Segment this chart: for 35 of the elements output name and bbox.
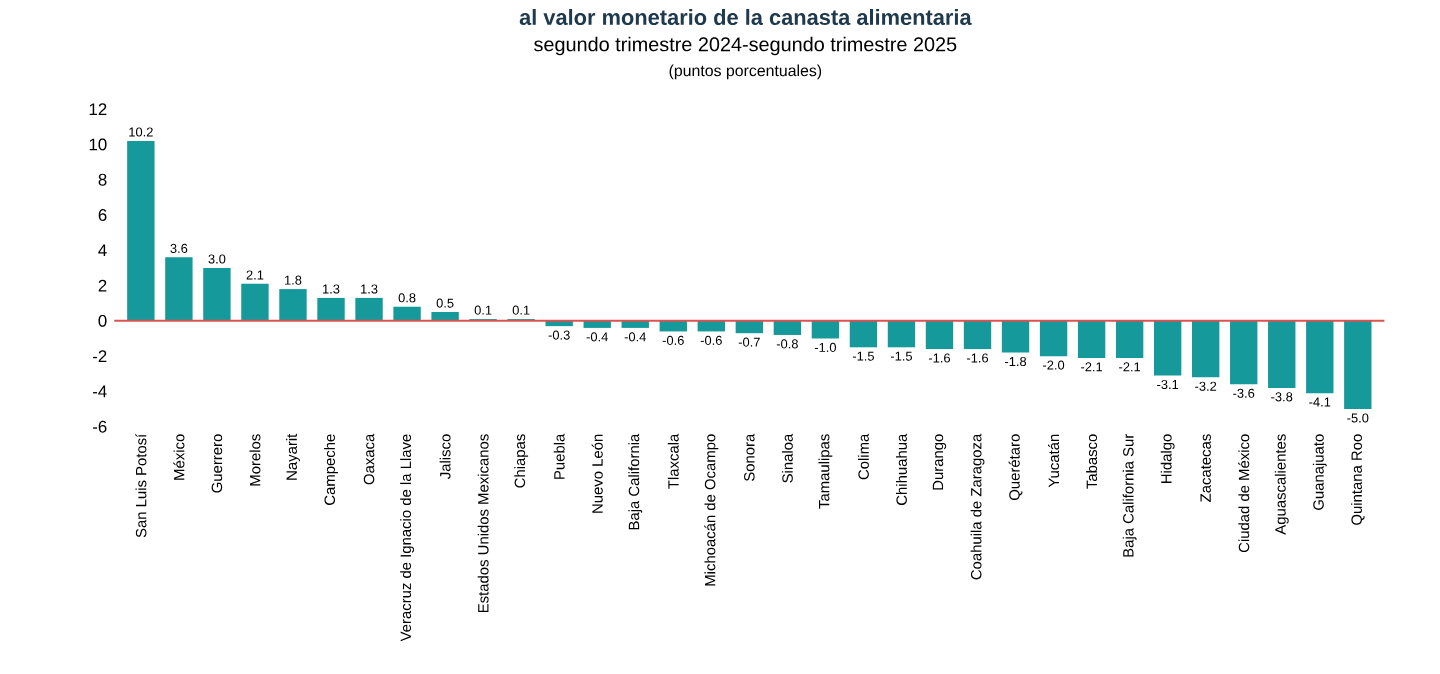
- bar: [1077, 320, 1106, 358]
- bar: [1039, 320, 1068, 356]
- y-tick-label: 12: [89, 102, 107, 115]
- chart-title: al valor monetario de la canasta alimentaria: [519, 8, 972, 25]
- bar: [1192, 320, 1220, 377]
- y-tick-label: 2: [98, 279, 107, 292]
- bar: [355, 297, 383, 321]
- bar: [887, 320, 916, 347]
- bar: [431, 311, 459, 321]
- y-tick-label: -6: [92, 420, 107, 433]
- bar: [1001, 320, 1030, 353]
- bar: [849, 320, 878, 347]
- chart-subtitle: segundo trimestre 2024-segundo trimestre 2025: [534, 36, 957, 55]
- bar: [317, 297, 345, 321]
- bar: [1268, 320, 1296, 388]
- bar: [925, 320, 954, 349]
- bar: [279, 288, 307, 321]
- y-tick-label: -4: [92, 385, 107, 397]
- bar: [241, 283, 269, 321]
- bar: [127, 140, 155, 321]
- y-tick-label: 8: [98, 173, 107, 186]
- y-tick-label: 4: [98, 244, 107, 256]
- bar: [1153, 320, 1182, 376]
- bar: [1230, 320, 1258, 384]
- y-tick-label: 10: [89, 138, 107, 151]
- bar: [393, 306, 421, 321]
- bar: [1115, 320, 1144, 358]
- y-tick-label: 0: [98, 314, 107, 327]
- bar: [165, 256, 193, 321]
- bar: [1306, 320, 1334, 393]
- y-tick-label: -2: [92, 349, 107, 362]
- y-tick-label: 6: [98, 208, 107, 221]
- bar: [963, 320, 992, 349]
- bar: [203, 267, 231, 321]
- bar: [1344, 320, 1372, 409]
